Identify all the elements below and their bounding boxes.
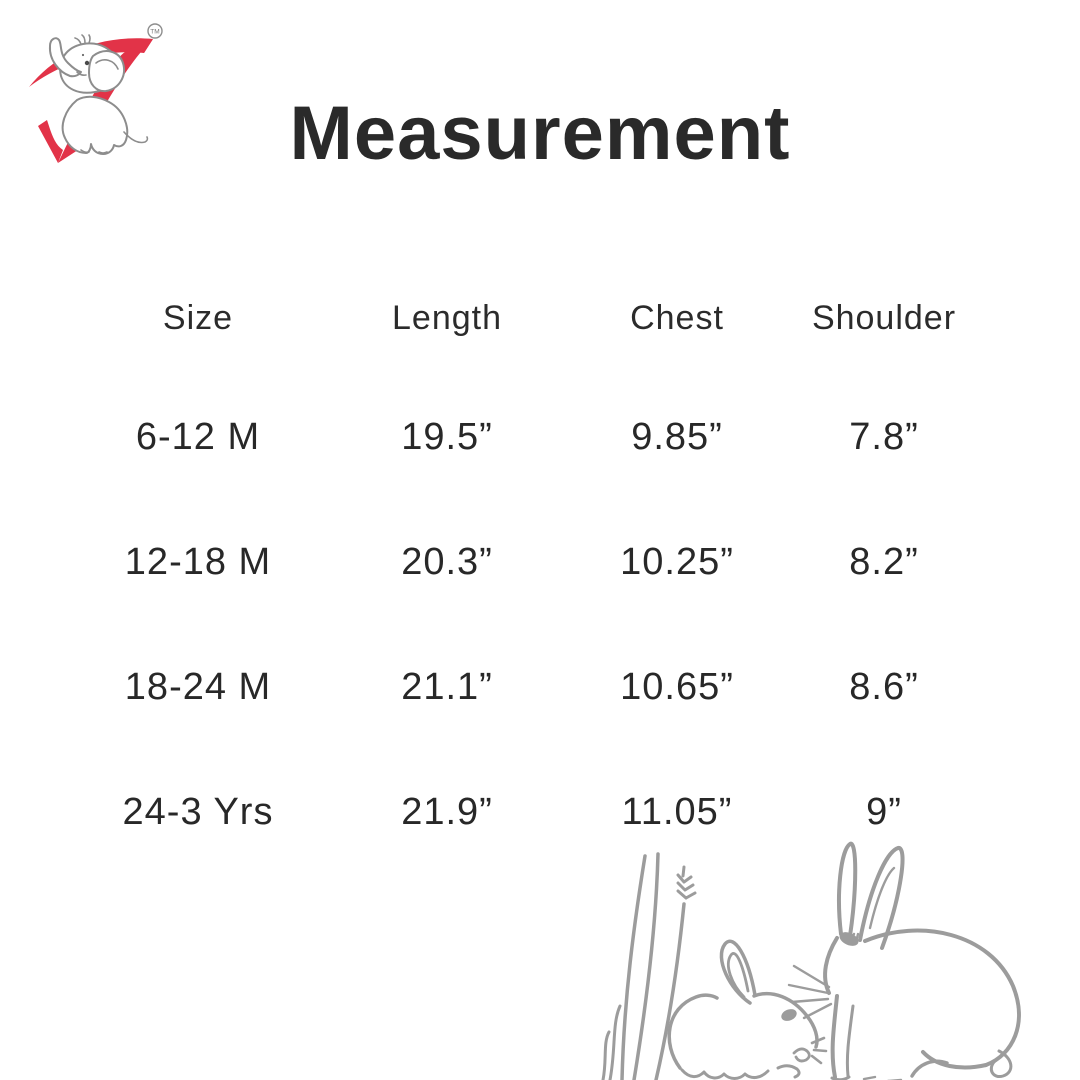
- header-size: Size: [162, 298, 234, 337]
- elephant-icon: [48, 34, 149, 155]
- size-cell: 24-3 Yrs: [122, 791, 274, 833]
- table-row: 12-18 M 20.3” 10.25” 8.2”: [60, 500, 972, 625]
- table-row: 18-24 M 21.1” 10.65” 8.6”: [60, 625, 972, 750]
- chest-cell: 9.85”: [631, 416, 723, 458]
- page-title: Measurement: [289, 91, 791, 176]
- trademark-badge: TM: [147, 23, 163, 39]
- big-rabbit-icon: [787, 841, 1021, 1080]
- table-header-row: Size Length Chest Shoulder: [60, 285, 972, 351]
- header-length: Length: [392, 298, 502, 337]
- size-cell: 6-12 M: [135, 416, 261, 458]
- small-rabbit-icon: [667, 939, 828, 1080]
- chest-cell: 10.25”: [620, 541, 734, 583]
- shoulder-cell: 7.8”: [849, 416, 919, 458]
- table-row: 6-12 M 19.5” 9.85” 7.8”: [60, 375, 972, 500]
- length-cell: 21.1”: [401, 666, 493, 708]
- length-cell: 19.5”: [401, 416, 493, 458]
- chest-cell: 10.65”: [620, 666, 734, 708]
- length-cell: 21.9”: [401, 791, 493, 833]
- shoulder-cell: 8.6”: [849, 666, 919, 708]
- size-cell: 12-18 M: [124, 541, 272, 583]
- brand-logo-elephant-icon: TM: [29, 23, 163, 163]
- trademark-label: TM: [150, 29, 159, 36]
- length-cell: 20.3”: [401, 541, 493, 583]
- table-row: 24-3 Yrs 21.9” 11.05” 9”: [60, 750, 972, 875]
- header-chest: Chest: [630, 298, 724, 337]
- measurement-table: Size Length Chest Shoulder 6-12 M 19.5” …: [60, 285, 972, 875]
- shoulder-cell: 9”: [866, 791, 902, 833]
- grass-icon: [601, 852, 697, 1080]
- rabbits-grass-illustration: [601, 841, 1021, 1080]
- shoulder-cell: 8.2”: [849, 541, 919, 583]
- size-cell: 18-24 M: [124, 666, 272, 708]
- header-shoulder: Shoulder: [811, 298, 957, 337]
- table-body: 6-12 M 19.5” 9.85” 7.8” 12-18 M 20.3” 10…: [60, 375, 972, 875]
- chest-cell: 11.05”: [621, 791, 733, 833]
